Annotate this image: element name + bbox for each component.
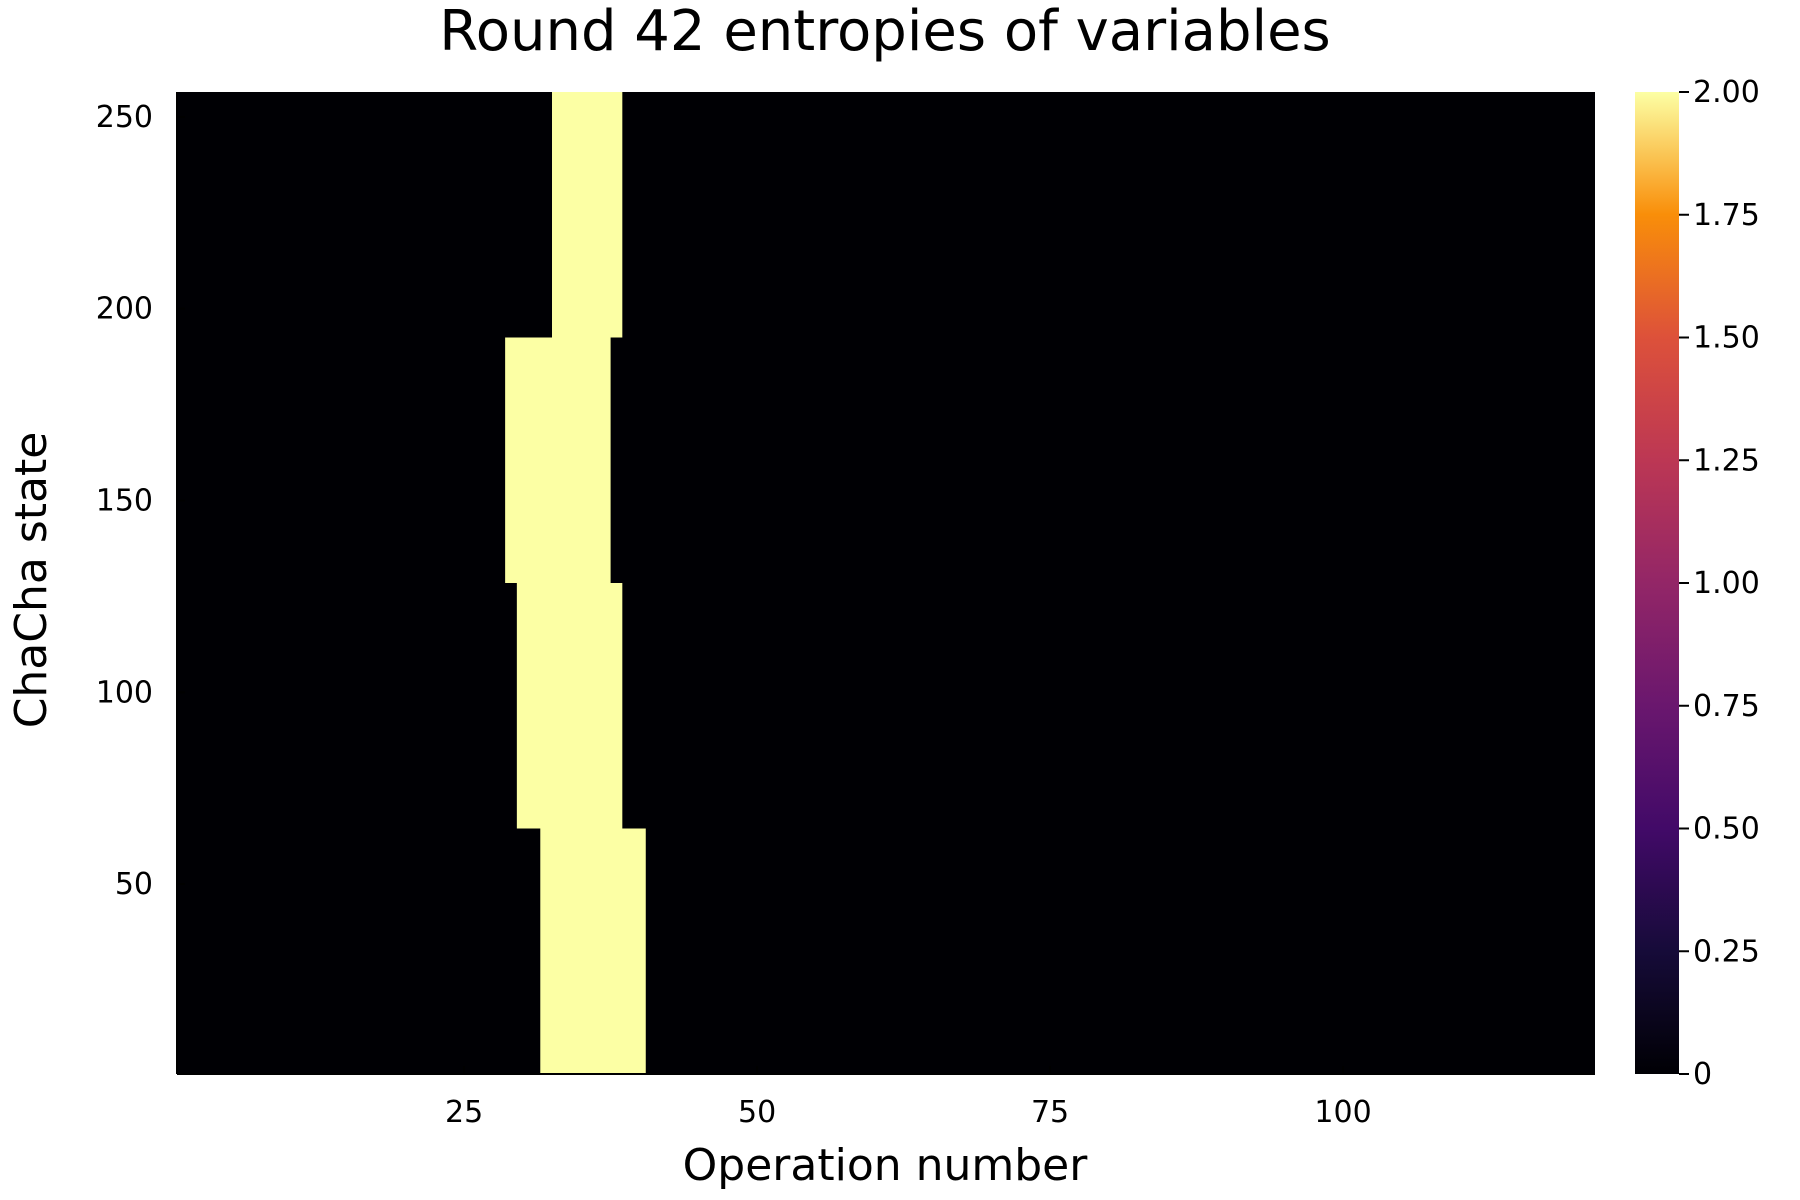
colorbar-tick-label: 0.50 — [1693, 812, 1760, 847]
heatmap-cell-block-4 — [552, 92, 623, 338]
x-axis-ticks: 25 50 75 100 — [445, 1066, 1372, 1130]
y-tick-label: 100 — [96, 675, 153, 710]
x-tick-label: 50 — [738, 1095, 776, 1130]
x-tick-label: 75 — [1031, 1095, 1069, 1130]
y-tick-label: 150 — [96, 484, 153, 519]
heatmap-cell-block-3 — [505, 337, 611, 583]
heatmap-background — [177, 92, 1595, 1074]
x-axis-label: Operation number — [683, 1140, 1089, 1191]
y-axis-label: ChaCha state — [6, 432, 57, 729]
plot-area — [176, 92, 1595, 1075]
colorbar-tick-label: 0.75 — [1693, 689, 1760, 724]
x-tick-label: 100 — [1314, 1095, 1371, 1130]
colorbar-tick-label: 2.00 — [1693, 75, 1760, 110]
colorbar — [1635, 92, 1679, 1074]
colorbar-tick-label: 1.50 — [1693, 321, 1760, 356]
colorbar-tick-label: 1.25 — [1693, 443, 1760, 478]
x-tick-label: 25 — [445, 1095, 483, 1130]
colorbar-tick-label: 1.75 — [1693, 198, 1760, 233]
colorbar-tick-label: 0.25 — [1693, 934, 1760, 969]
y-tick-label: 250 — [96, 100, 153, 135]
colorbar-ticks: 0 0.25 0.50 0.75 1.00 1.25 1.50 1.75 2.00 — [1679, 75, 1760, 1092]
y-tick-label: 50 — [115, 867, 153, 902]
heatmap-cell-block-1 — [540, 828, 646, 1074]
y-tick-label: 200 — [96, 292, 153, 327]
heatmap-cell-block-2 — [516, 583, 623, 829]
colorbar-tick-label: 0 — [1693, 1057, 1712, 1092]
chart-title: Round 42 entropies of variables — [439, 0, 1330, 64]
y-axis-ticks: 50 100 150 200 250 — [96, 100, 185, 902]
colorbar-tick-label: 1.00 — [1693, 566, 1760, 601]
